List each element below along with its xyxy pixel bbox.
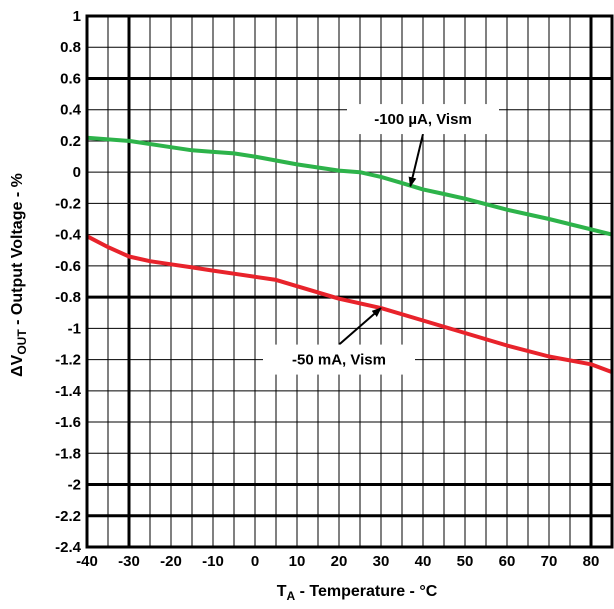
series-layer <box>86 135 613 374</box>
annotation-label-1: -100 µA, Vism <box>374 111 472 128</box>
y-tick-label: -0.4 <box>55 227 82 244</box>
x-axis-title-subscript: A <box>286 589 295 603</box>
y-tick-label: -0.2 <box>55 195 81 212</box>
y-tick-label: -2.2 <box>55 508 81 525</box>
y-tick-label: 0.2 <box>60 133 81 150</box>
x-tick-label: -10 <box>202 553 224 570</box>
x-axis-title-prefix: T <box>277 583 287 600</box>
y-axis-title-subscript: OUT <box>15 329 29 355</box>
y-axis-title: ΔVOUT - Output Voltage - % <box>9 173 29 377</box>
series-line-1 <box>86 135 613 237</box>
y-tick-labels: 1 0.8 0.6 0.4 0.2 0 -0.2 -0.4 -0.6 -0.8 -1 -1.2 -1.4… <box>55 8 82 556</box>
y-tick-label: -2.4 <box>55 539 82 556</box>
y-tick-label: -0.8 <box>55 289 81 306</box>
y-axis-title-prefix: ΔV <box>9 354 26 377</box>
x-tick-labels: -40 -30 -20 -10 0 10 20 30 40 50 60 70 80 <box>76 553 599 570</box>
y-tick-label: -1.8 <box>55 445 81 462</box>
y-tick-label: 0 <box>73 164 81 181</box>
y-tick-label: -2 <box>68 477 81 494</box>
y-tick-label: -0.6 <box>55 258 81 275</box>
x-tick-label: 20 <box>331 553 348 570</box>
annotation-label-2: -50 mA, Vism <box>292 352 386 369</box>
y-tick-label: -1.2 <box>55 352 81 369</box>
x-tick-label: 30 <box>373 553 390 570</box>
plot-frame <box>85 14 614 549</box>
x-tick-label: 50 <box>457 553 474 570</box>
annotation-box <box>347 104 499 135</box>
y-tick-label: 0.8 <box>60 39 81 56</box>
x-tick-label: -20 <box>160 553 182 570</box>
y-tick-label: 0.6 <box>60 70 81 87</box>
x-axis-title: TA - Temperature - °C <box>277 583 438 603</box>
x-tick-label: 0 <box>251 553 259 570</box>
x-tick-label: 70 <box>541 553 558 570</box>
x-tick-label: -30 <box>118 553 140 570</box>
annotation-arrow <box>338 307 382 346</box>
y-axis-title-rest: - Output Voltage - % <box>9 173 26 329</box>
x-tick-label: 10 <box>289 553 306 570</box>
annotation-arrow <box>408 133 424 188</box>
x-tick-label: 80 <box>583 553 600 570</box>
y-tick-label: -1.6 <box>55 414 81 431</box>
x-tick-label: 40 <box>415 553 432 570</box>
y-tick-label: 1 <box>73 8 81 25</box>
grid <box>87 16 612 547</box>
y-tick-label: -1.4 <box>55 383 82 400</box>
annotation-box <box>263 344 415 375</box>
annotation-layer: -100 µA, Vism -50 mA, Vism <box>263 104 499 375</box>
series-line-2 <box>86 234 613 374</box>
x-tick-label: -40 <box>76 553 98 570</box>
x-tick-label: 60 <box>499 553 516 570</box>
y-tick-label: 0.4 <box>60 102 82 119</box>
y-tick-label: -1 <box>68 320 81 337</box>
x-axis-title-rest: - Temperature - °C <box>295 583 438 600</box>
